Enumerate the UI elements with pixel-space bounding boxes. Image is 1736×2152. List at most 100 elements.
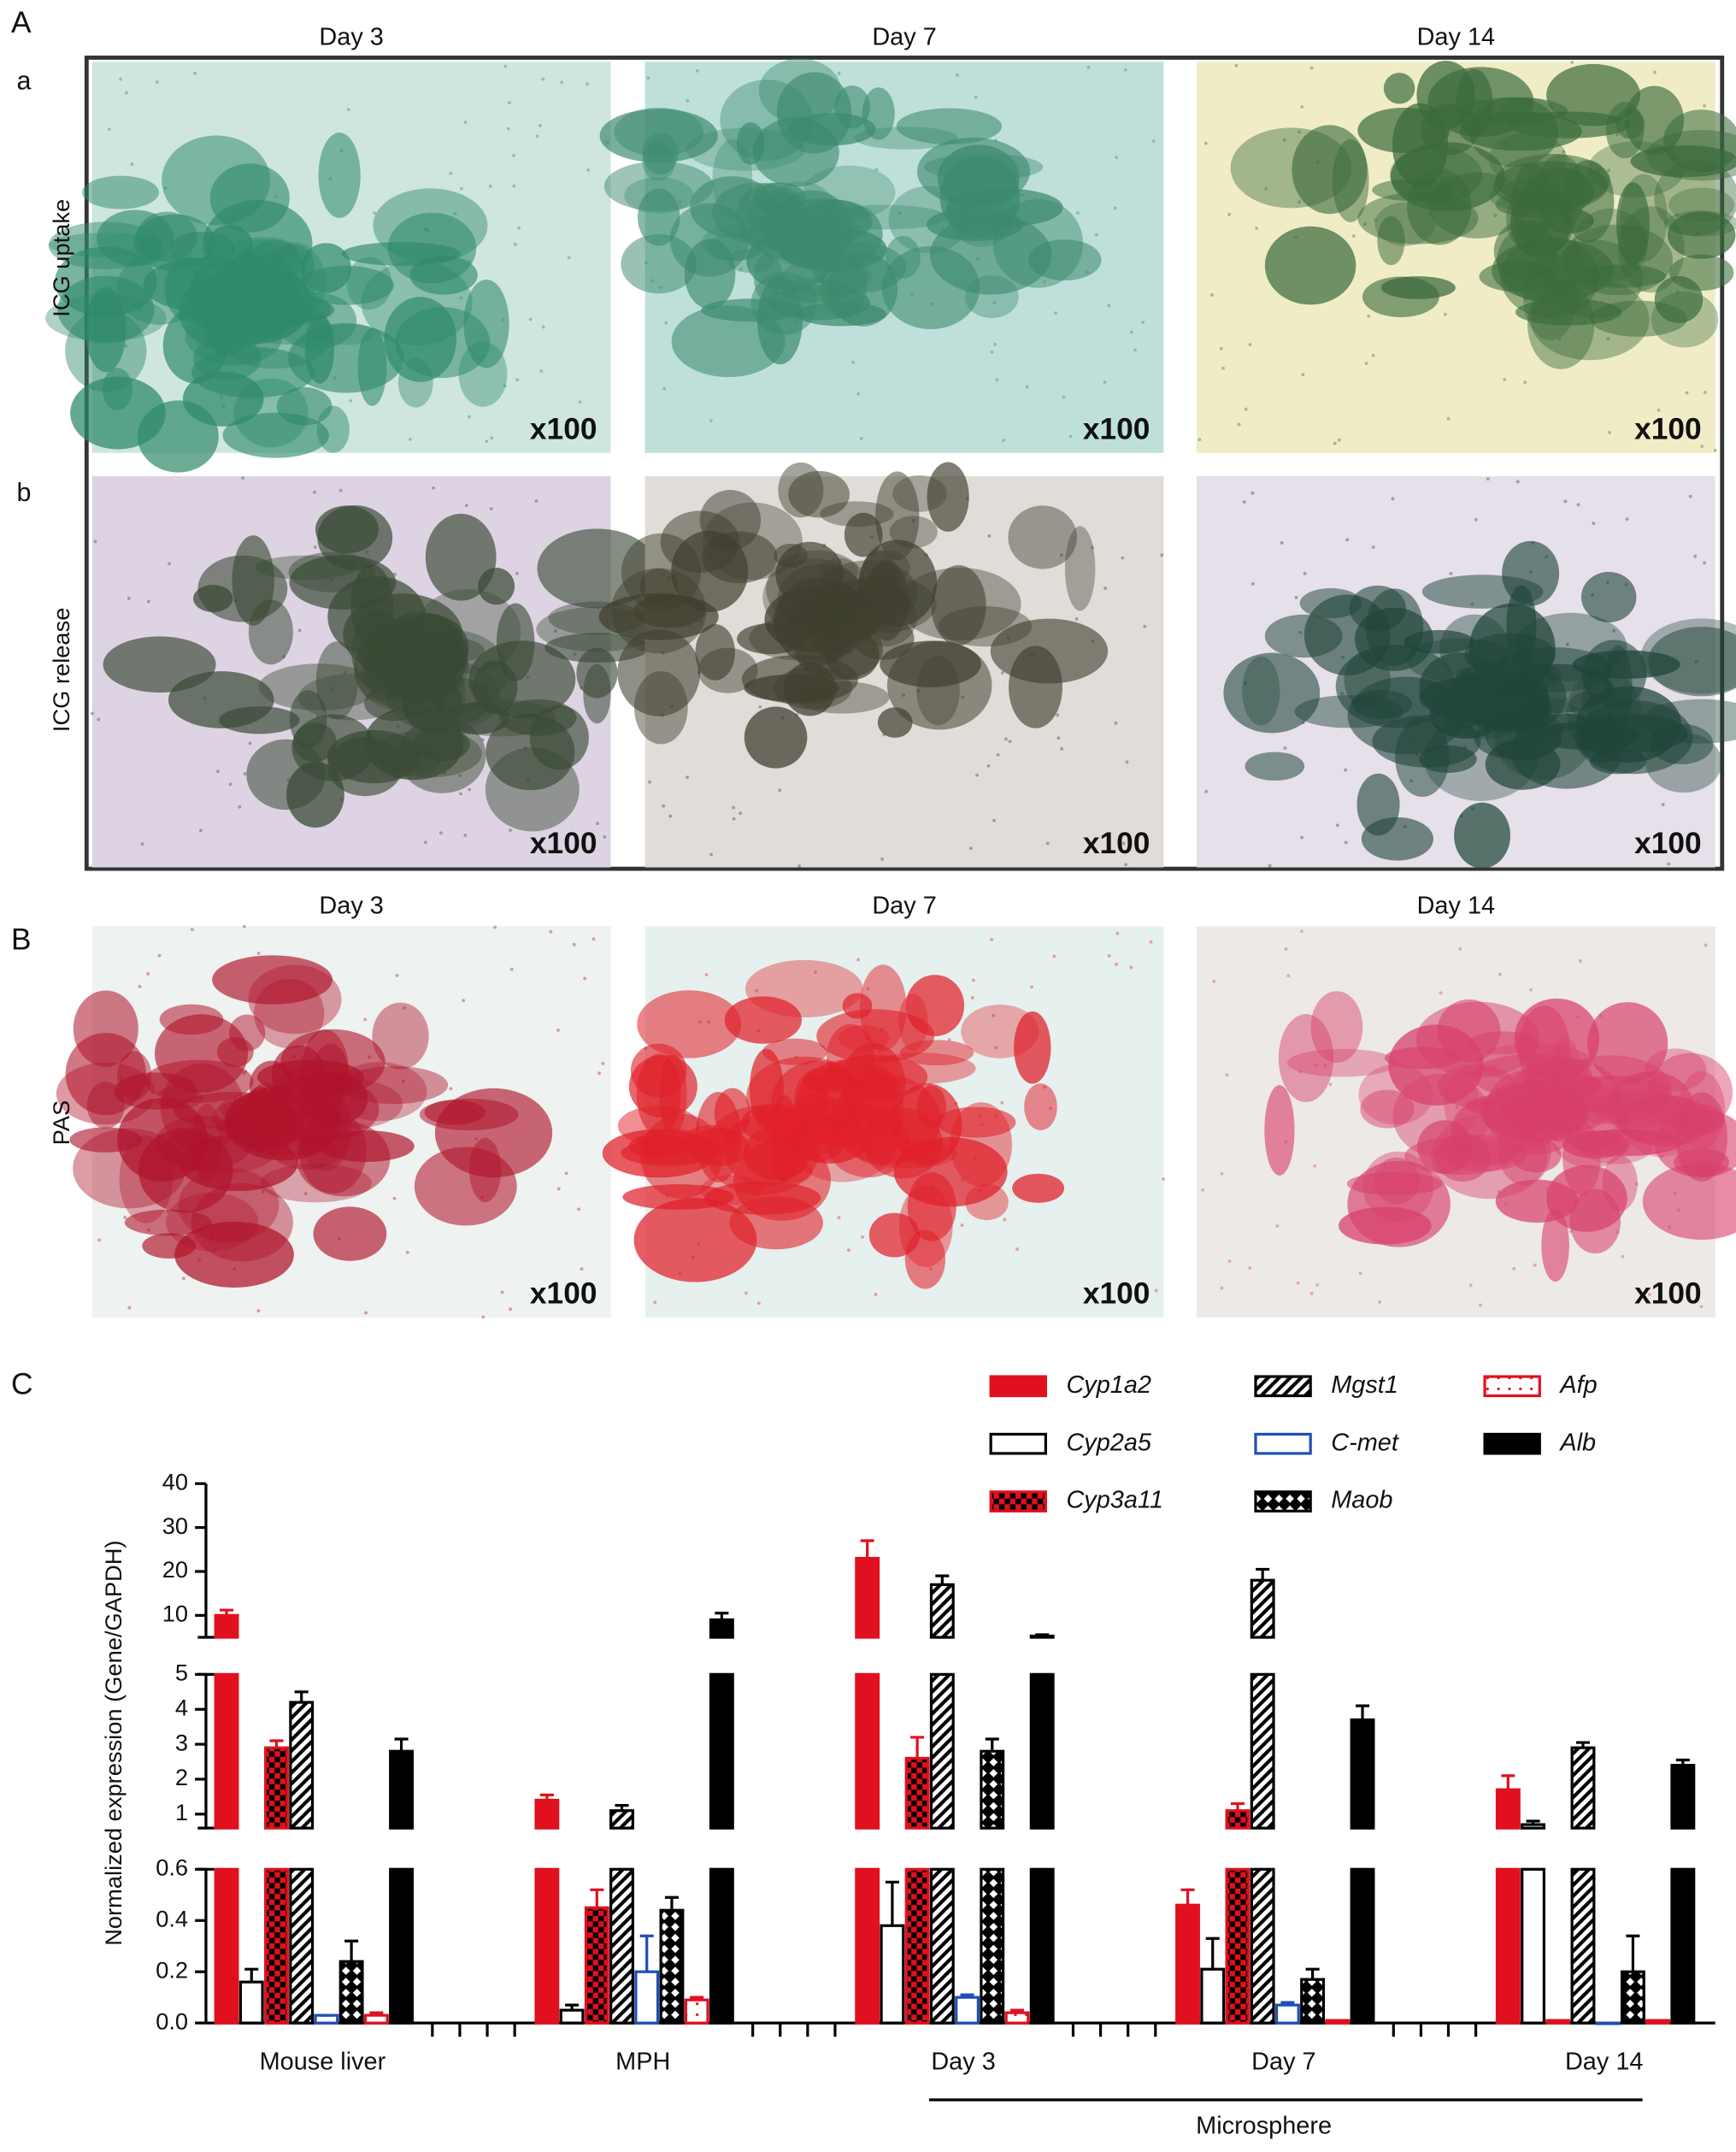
speck xyxy=(993,301,997,304)
speck xyxy=(397,725,400,728)
speck xyxy=(721,219,724,222)
speck xyxy=(757,1301,761,1305)
cell xyxy=(165,256,214,321)
speck xyxy=(1114,206,1117,209)
cell xyxy=(1645,733,1721,793)
cell xyxy=(1311,991,1363,1063)
speck xyxy=(203,697,206,700)
cell xyxy=(604,162,714,211)
speck xyxy=(274,195,278,198)
speck xyxy=(515,378,519,381)
speck xyxy=(449,172,452,175)
bar xyxy=(584,1906,609,2025)
speck xyxy=(596,822,599,825)
speck xyxy=(974,96,978,99)
cell xyxy=(1604,646,1633,732)
speck xyxy=(328,177,332,180)
column-label: Day 7 xyxy=(872,24,936,51)
cell xyxy=(715,1088,750,1138)
speck xyxy=(1640,1089,1644,1093)
speck xyxy=(1590,221,1593,224)
speck xyxy=(1056,713,1059,716)
cell xyxy=(1417,1120,1473,1174)
speck xyxy=(338,1237,341,1241)
speck xyxy=(1115,156,1118,159)
speck xyxy=(1409,780,1413,783)
speck xyxy=(222,1255,226,1259)
speck xyxy=(189,1080,192,1083)
cell xyxy=(248,964,341,1034)
error-bar xyxy=(615,1803,629,1811)
magnification: x100 xyxy=(1634,827,1702,860)
cell xyxy=(757,276,803,364)
speck xyxy=(314,545,317,549)
speck xyxy=(526,675,529,679)
cell xyxy=(1265,227,1356,305)
speck xyxy=(1052,955,1056,958)
cell xyxy=(685,239,736,309)
cell xyxy=(621,234,697,293)
bar xyxy=(1250,1578,1275,1639)
speck xyxy=(1440,691,1444,694)
cell-cluster xyxy=(56,925,604,1319)
speck xyxy=(1129,966,1133,970)
cell xyxy=(1287,1049,1398,1077)
bar xyxy=(929,1672,955,1830)
cell xyxy=(720,80,813,161)
speck xyxy=(340,149,344,152)
cell xyxy=(1515,298,1621,325)
error-bar xyxy=(639,1934,654,1972)
speck xyxy=(971,996,974,999)
cell xyxy=(82,176,159,209)
cell xyxy=(332,1062,427,1121)
speck xyxy=(1124,68,1127,72)
speck xyxy=(166,1210,169,1213)
cell xyxy=(991,619,1108,684)
speck xyxy=(463,834,467,837)
speck xyxy=(1329,1082,1333,1086)
legend-swatch xyxy=(1483,1432,1541,1455)
cell xyxy=(700,1175,762,1205)
bar xyxy=(214,1613,239,1639)
cell xyxy=(1362,277,1439,317)
legend-swatch xyxy=(989,1432,1047,1455)
speck xyxy=(1545,555,1548,558)
speck xyxy=(197,1259,201,1262)
speck xyxy=(468,416,471,419)
bar xyxy=(709,1672,734,1830)
magnification: x100 xyxy=(530,412,597,445)
speck xyxy=(1150,940,1153,944)
speck xyxy=(755,989,758,993)
cell xyxy=(844,513,883,557)
error-bar xyxy=(1180,1888,1195,1906)
cell xyxy=(737,623,804,654)
cell xyxy=(305,314,335,383)
speck xyxy=(1000,1101,1003,1105)
speck xyxy=(168,562,171,565)
speck xyxy=(468,788,471,792)
speck xyxy=(568,256,571,259)
cell xyxy=(49,233,162,257)
speck xyxy=(529,318,533,321)
speck xyxy=(1103,587,1107,590)
speck xyxy=(1210,293,1214,297)
speck xyxy=(1566,643,1569,646)
speck xyxy=(1494,214,1498,217)
speck xyxy=(1624,1150,1627,1153)
cell xyxy=(1669,255,1733,291)
cell-cluster xyxy=(599,462,1164,867)
speck xyxy=(1002,439,1005,442)
speck xyxy=(1447,417,1451,421)
speck xyxy=(1244,682,1247,686)
bar xyxy=(338,1960,364,2025)
cell xyxy=(1643,1164,1736,1240)
speck xyxy=(902,693,905,697)
speck xyxy=(647,76,650,80)
speck xyxy=(793,565,797,569)
speck xyxy=(1503,378,1506,381)
speck xyxy=(1255,227,1258,230)
speck xyxy=(396,974,399,977)
cell xyxy=(1631,145,1736,177)
bar xyxy=(264,1867,289,2025)
